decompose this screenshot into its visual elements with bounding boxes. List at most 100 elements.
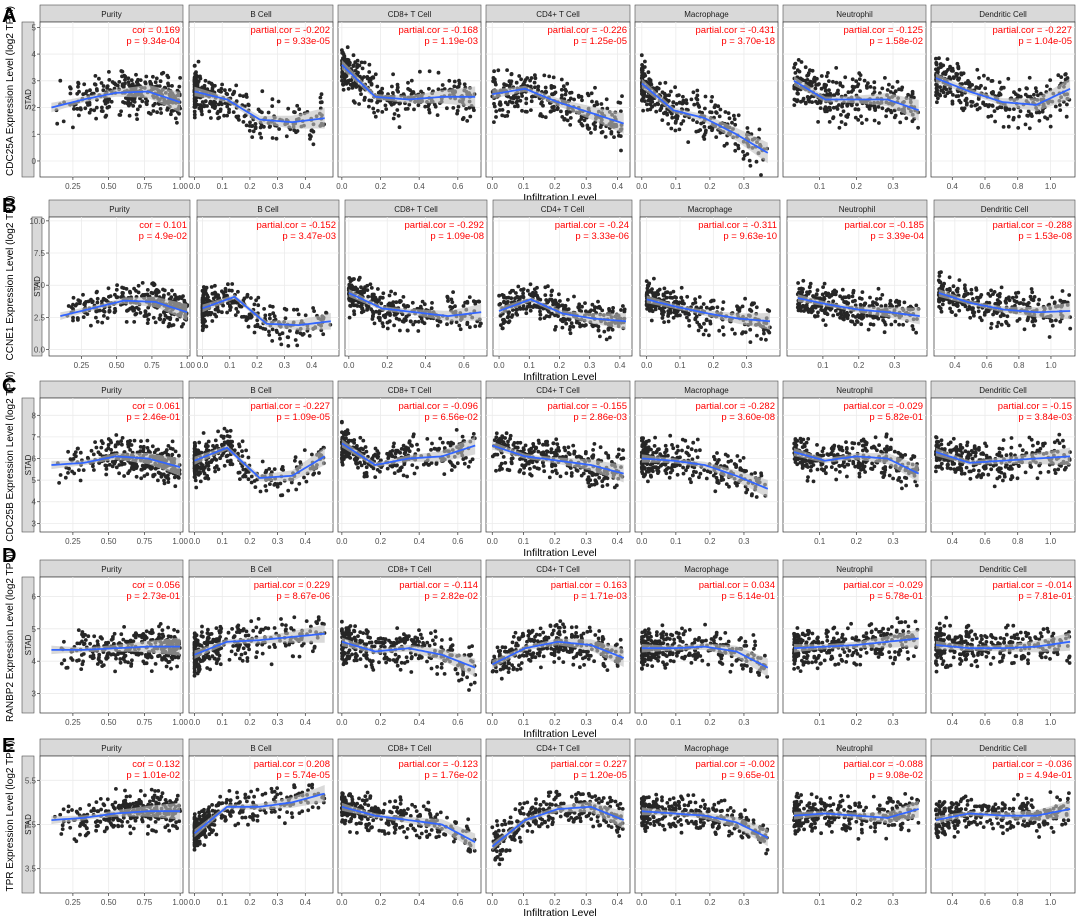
data-point [646, 108, 650, 112]
x-tick-label: 0.2 [375, 182, 387, 191]
data-point [662, 320, 666, 324]
stat-cor: partial.cor = -0.311 [698, 220, 777, 231]
data-point [861, 290, 865, 294]
data-point [270, 339, 274, 343]
data-point [396, 90, 400, 94]
facet-title: CD4+ T Cell [541, 205, 585, 214]
data-point [1054, 319, 1058, 323]
x-tick-label: 0.6 [458, 361, 470, 370]
stat-p: p = 3.47e-03 [282, 231, 336, 242]
data-point [697, 329, 701, 333]
data-point [1058, 103, 1062, 107]
data-point [259, 326, 263, 330]
data-point [286, 335, 290, 339]
stat-p: p = 4.9e-02 [139, 231, 187, 242]
data-point [826, 292, 830, 296]
data-point [109, 294, 113, 298]
data-point [880, 87, 884, 91]
data-point [86, 312, 90, 316]
data-point [851, 85, 855, 89]
data-point [437, 71, 441, 75]
data-point [557, 292, 561, 296]
data-point [340, 79, 344, 83]
data-point [762, 332, 766, 336]
data-point [81, 293, 85, 297]
data-point [508, 319, 512, 323]
data-point [820, 87, 824, 91]
data-point [1046, 117, 1050, 121]
data-point [541, 104, 545, 108]
data-point [389, 290, 393, 294]
data-point [858, 77, 862, 81]
stat-p: p = 2.46e-01 [126, 412, 180, 423]
data-point [1000, 323, 1004, 327]
facet-title: Dendritic Cell [979, 10, 1027, 19]
data-point [249, 316, 253, 320]
data-point [767, 331, 771, 335]
x-tick-label: 0.25 [74, 361, 90, 370]
data-point [687, 319, 691, 323]
stat-cor: cor = 0.169 [132, 25, 180, 36]
data-point [681, 102, 685, 106]
data-point [225, 311, 229, 315]
data-point [971, 100, 975, 104]
data-point [648, 307, 652, 311]
data-point [510, 72, 514, 76]
data-point [75, 92, 79, 96]
data-point [938, 280, 942, 284]
data-point [159, 111, 163, 115]
data-point [348, 316, 352, 320]
data-point [77, 114, 81, 118]
data-point [397, 114, 401, 118]
data-point [942, 71, 946, 75]
data-point [743, 154, 747, 158]
data-point [342, 88, 346, 92]
data-point [540, 100, 544, 104]
x-tick-label: 0.3 [887, 182, 899, 191]
data-point [1048, 78, 1052, 82]
data-point [672, 316, 676, 320]
data-point [1059, 75, 1063, 79]
data-point [264, 489, 268, 493]
data-point [1062, 300, 1066, 304]
data-point [143, 80, 147, 84]
stat-cor: partial.cor = -0.168 [399, 25, 478, 36]
data-point [586, 92, 590, 96]
data-point [938, 93, 942, 97]
data-point [392, 117, 396, 121]
data-point [144, 313, 148, 317]
data-point [128, 114, 132, 118]
data-point [1041, 110, 1045, 114]
data-point [825, 74, 829, 78]
data-point [803, 306, 807, 310]
data-point [661, 90, 665, 94]
data-point [554, 302, 558, 306]
data-point [55, 122, 59, 126]
data-point [161, 320, 165, 324]
data-point [856, 320, 860, 324]
data-point [295, 104, 299, 108]
data-point [675, 102, 679, 106]
data-point [389, 302, 393, 306]
data-point [374, 115, 378, 119]
data-point [1012, 116, 1016, 120]
data-point [826, 71, 830, 75]
facet-title: CD8+ T Cell [394, 205, 438, 214]
data-point [891, 85, 895, 89]
data-point [951, 93, 955, 97]
data-point [1050, 296, 1054, 300]
data-point [504, 296, 508, 300]
data-point [524, 97, 528, 101]
data-point [115, 295, 119, 299]
data-point [1018, 88, 1022, 92]
data-point [681, 299, 685, 303]
data-point [643, 60, 647, 64]
data-point [125, 287, 129, 291]
data-point [146, 321, 150, 325]
data-point [947, 90, 951, 94]
data-point [465, 119, 469, 123]
data-point [519, 77, 523, 81]
data-point [686, 140, 690, 144]
